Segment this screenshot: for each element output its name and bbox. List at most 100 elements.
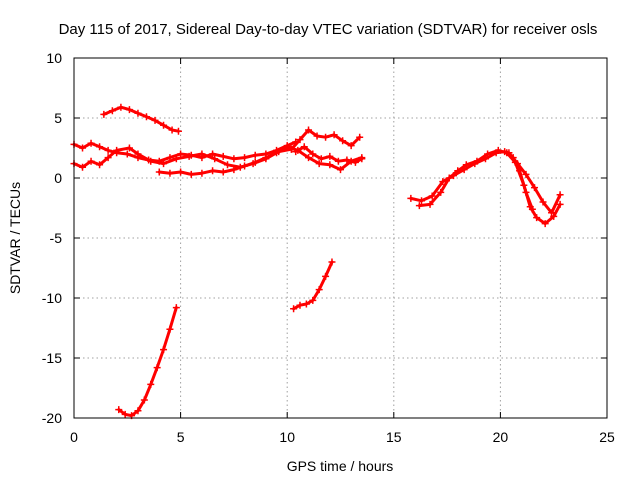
data-point xyxy=(166,325,174,333)
data-point xyxy=(113,146,121,154)
data-point xyxy=(155,168,163,176)
y-tick-label: 5 xyxy=(54,110,62,126)
data-point xyxy=(108,107,116,115)
y-axis-label: SDTVAR / TECUs xyxy=(7,182,23,294)
data-point xyxy=(322,272,330,280)
data-point xyxy=(230,166,238,174)
data-point xyxy=(87,157,95,165)
data-point xyxy=(337,166,344,174)
data-point xyxy=(121,410,129,418)
x-tick-label: 0 xyxy=(70,429,78,445)
data-point xyxy=(104,154,112,162)
data-point xyxy=(522,170,530,178)
data-point xyxy=(313,132,321,140)
data-point xyxy=(273,149,281,157)
data-point xyxy=(174,127,182,135)
data-point xyxy=(219,168,227,176)
data-point xyxy=(305,154,313,162)
series-arc-11 xyxy=(287,126,364,153)
data-point xyxy=(251,158,259,166)
data-point xyxy=(484,150,492,158)
data-point xyxy=(241,154,249,162)
data-point xyxy=(351,158,359,166)
y-tick-label: -5 xyxy=(50,230,63,246)
data-point xyxy=(198,150,206,158)
grid xyxy=(74,58,607,418)
data-point xyxy=(407,194,415,202)
data-point xyxy=(550,212,558,220)
data-point xyxy=(134,407,142,415)
data-point xyxy=(166,169,174,177)
data-point xyxy=(187,170,195,178)
series-evening-1 xyxy=(407,148,536,213)
data-point xyxy=(473,157,481,165)
data-point xyxy=(322,133,330,141)
data-point xyxy=(142,113,150,121)
y-tick-label: -20 xyxy=(42,410,62,426)
data-point xyxy=(125,106,133,114)
data-point xyxy=(334,157,342,165)
data-point xyxy=(548,209,556,217)
data-point xyxy=(134,109,142,117)
data-point xyxy=(326,161,334,169)
data-point xyxy=(123,150,131,158)
x-tick-label: 5 xyxy=(177,429,185,445)
data-point xyxy=(309,296,317,304)
data-point xyxy=(339,137,347,145)
data-point xyxy=(428,192,436,200)
data-point xyxy=(153,364,161,372)
x-tick-label: 10 xyxy=(279,429,295,445)
data-point xyxy=(462,161,470,169)
data-point xyxy=(125,144,133,152)
data-point xyxy=(168,126,176,134)
data-point xyxy=(305,126,313,134)
data-point xyxy=(526,203,534,211)
data-point xyxy=(328,258,336,266)
data-point xyxy=(454,167,462,175)
data-point xyxy=(437,188,445,196)
data-point xyxy=(418,197,426,205)
data-point xyxy=(296,301,304,309)
series-descent-early xyxy=(115,304,180,420)
data-point xyxy=(198,169,206,177)
data-point xyxy=(209,167,217,175)
data-point xyxy=(343,156,351,164)
y-tick-label: -10 xyxy=(42,290,62,306)
data-point xyxy=(241,162,249,170)
data-point xyxy=(96,143,104,151)
data-point xyxy=(494,146,502,154)
data-point xyxy=(172,155,180,163)
data-point xyxy=(300,143,308,151)
data-point xyxy=(290,305,298,313)
data-point xyxy=(315,286,323,294)
data-point xyxy=(160,121,168,129)
data-point xyxy=(115,406,123,414)
trace-line xyxy=(507,151,562,215)
data-point xyxy=(541,220,549,228)
data-point xyxy=(358,155,366,163)
x-tick-label: 20 xyxy=(493,429,509,445)
data-point xyxy=(539,198,547,206)
y-tick-label: 0 xyxy=(54,170,62,186)
x-tick-label: 25 xyxy=(599,429,615,445)
data-point xyxy=(251,151,259,159)
data-point xyxy=(185,152,193,160)
data-point xyxy=(439,178,447,186)
data-point xyxy=(356,133,364,141)
data-point xyxy=(556,191,564,199)
data-point xyxy=(151,116,159,124)
series-band-c xyxy=(155,143,366,178)
data-point xyxy=(296,136,304,144)
data-traces xyxy=(70,103,564,420)
data-point xyxy=(533,214,541,222)
data-point xyxy=(224,161,232,169)
data-point xyxy=(531,184,539,192)
data-point xyxy=(160,346,168,354)
data-point xyxy=(177,168,185,176)
data-point xyxy=(104,146,112,154)
data-point xyxy=(147,157,155,165)
y-tick-label: 10 xyxy=(46,50,62,66)
data-point xyxy=(445,174,453,182)
y-tick-label: -15 xyxy=(42,350,62,366)
